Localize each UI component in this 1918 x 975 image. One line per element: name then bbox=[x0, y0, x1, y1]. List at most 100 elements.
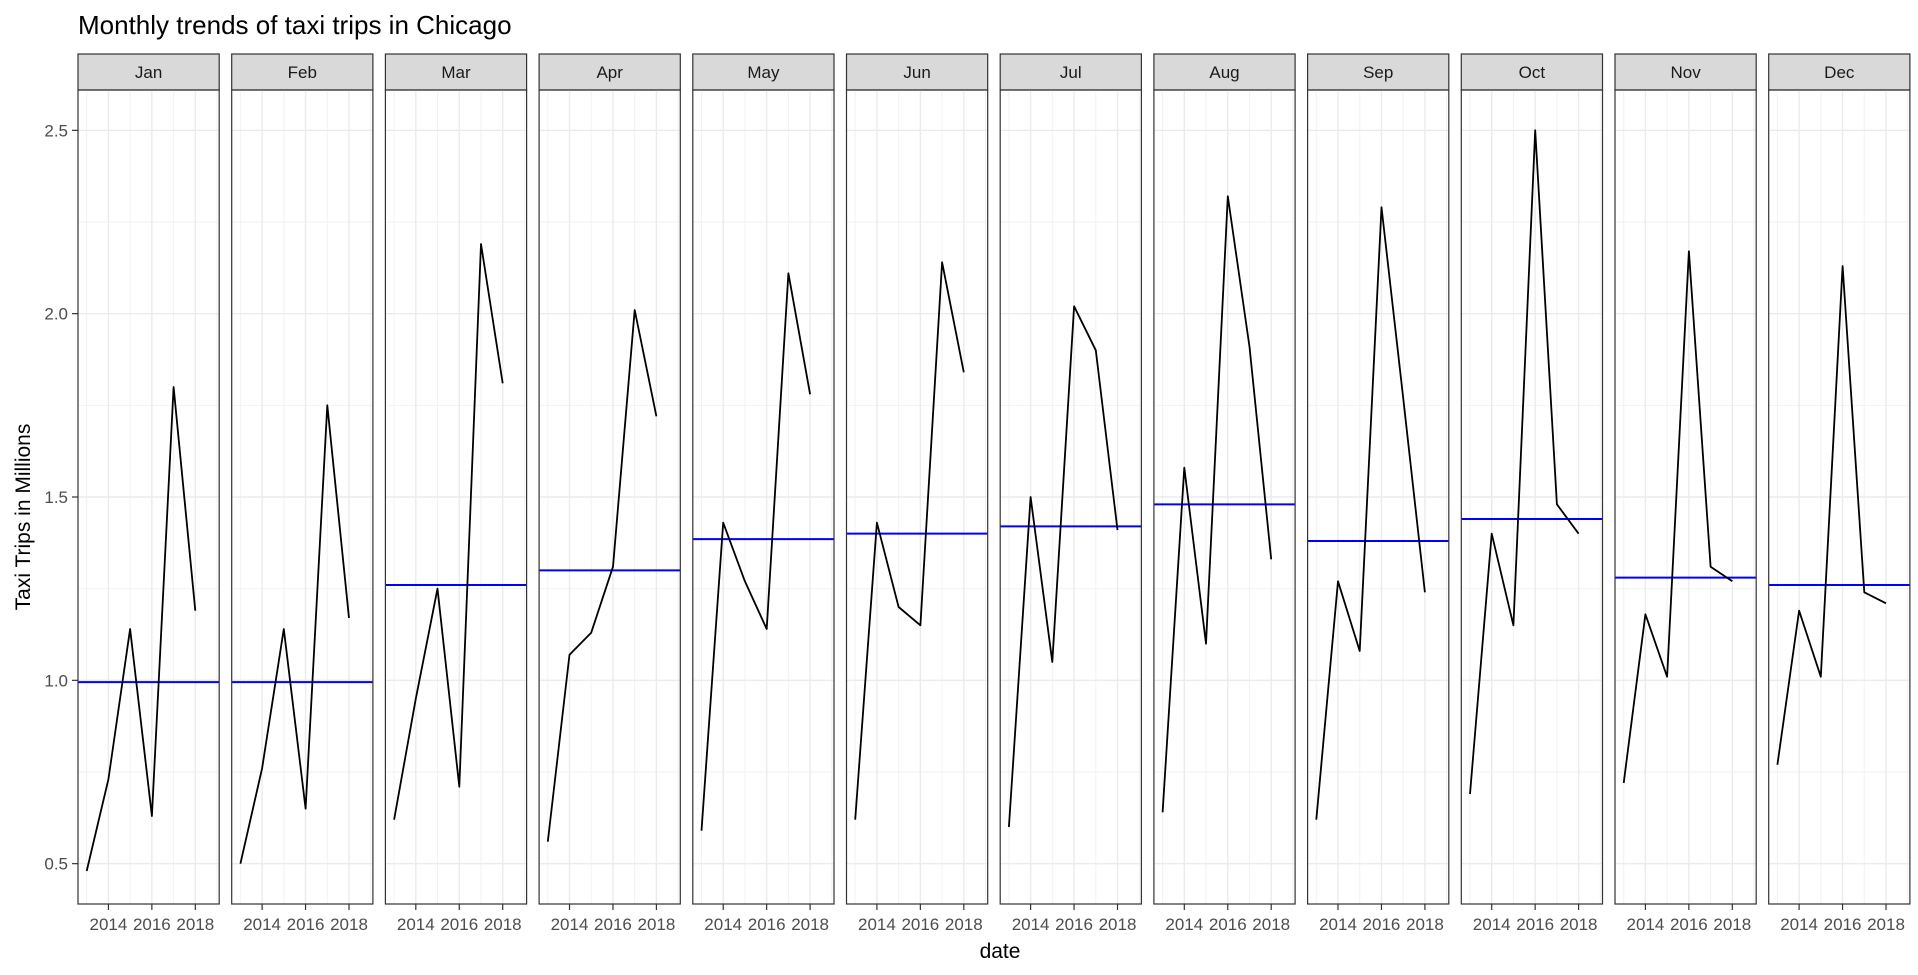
x-tick-label: 2018 bbox=[945, 915, 983, 934]
facet-strip-label: Nov bbox=[1670, 63, 1701, 82]
series-line bbox=[1776, 265, 1887, 765]
facet-strip-label: Sep bbox=[1363, 63, 1393, 82]
facet-panel-jan: Jan 2014 2016 2018 bbox=[77, 53, 220, 934]
x-tick-label: 2016 bbox=[440, 915, 478, 934]
series-line bbox=[1161, 195, 1273, 813]
chart-title: Monthly trends of taxi trips in Chicago bbox=[78, 10, 512, 40]
y-tick-label: 1.0 bbox=[44, 671, 68, 690]
x-tick-label: 2014 bbox=[858, 915, 896, 934]
x-tick-label: 2016 bbox=[1516, 915, 1554, 934]
facet-panel-dec: Dec 2014 2016 2018 bbox=[1768, 53, 1911, 934]
series-line bbox=[1622, 250, 1733, 784]
facet-strip-label: Jul bbox=[1060, 63, 1082, 82]
facet-strip-label: Dec bbox=[1824, 63, 1855, 82]
series-line bbox=[854, 261, 965, 820]
x-tick-label: 2018 bbox=[484, 915, 522, 934]
facet-strip-label: Jan bbox=[135, 63, 162, 82]
panel-border bbox=[538, 89, 681, 905]
x-tick-label: 2014 bbox=[1012, 915, 1050, 934]
x-tick-label: 2016 bbox=[1670, 915, 1708, 934]
panel-border bbox=[845, 89, 989, 905]
facet-strip-label: Jun bbox=[903, 63, 930, 82]
facet-strip bbox=[1460, 53, 1604, 91]
facet-panel-nov: Nov 2014 2016 2018 bbox=[1614, 53, 1757, 934]
series-line bbox=[393, 243, 504, 820]
x-tick-label: 2016 bbox=[748, 915, 786, 934]
facet-panels: Jan 2014 2016 2018 Feb 2014 2016 2018 Mar 2014 201… bbox=[77, 53, 1911, 934]
series-line bbox=[1008, 305, 1119, 828]
panel-border bbox=[999, 89, 1143, 905]
facet-strip bbox=[538, 53, 681, 91]
facet-strip bbox=[384, 53, 528, 91]
facet-strip-label: Oct bbox=[1519, 63, 1546, 82]
facet-strip bbox=[1614, 53, 1757, 91]
x-tick-label: 2016 bbox=[1055, 915, 1093, 934]
x-tick-label: 2018 bbox=[791, 915, 829, 934]
x-tick-label: 2014 bbox=[1165, 915, 1203, 934]
facet-strip bbox=[77, 53, 220, 91]
series-line bbox=[700, 272, 811, 831]
x-tick-label: 2014 bbox=[704, 915, 742, 934]
facet-panel-jul: Jul 2014 2016 2018 bbox=[999, 53, 1143, 934]
y-tick-label: 0.5 bbox=[44, 855, 68, 874]
y-tick-label: 1.5 bbox=[44, 488, 68, 507]
series-line bbox=[546, 309, 658, 842]
x-tick-label: 2016 bbox=[287, 915, 325, 934]
x-tick-label: 2016 bbox=[1824, 915, 1862, 934]
x-tick-label: 2018 bbox=[1867, 915, 1905, 934]
x-tick-label: 2016 bbox=[594, 915, 632, 934]
x-tick-label: 2018 bbox=[637, 915, 675, 934]
facet-panel-sep: Sep 2014 2016 2018 bbox=[1306, 53, 1450, 934]
facet-strip-label: May bbox=[747, 63, 780, 82]
facet-strip-label: Mar bbox=[441, 63, 471, 82]
x-tick-label: 2014 bbox=[1780, 915, 1818, 934]
x-tick-label: 2014 bbox=[1473, 915, 1511, 934]
panel-border bbox=[77, 89, 220, 905]
facet-panel-jun: Jun 2014 2016 2018 bbox=[845, 53, 989, 934]
panel-border bbox=[692, 89, 835, 905]
facet-panel-feb: Feb 2014 2016 2018 bbox=[231, 53, 374, 934]
x-tick-label: 2014 bbox=[243, 915, 281, 934]
panel-border bbox=[384, 89, 528, 905]
x-axis-title: date bbox=[980, 940, 1021, 963]
y-axis-title: Taxi Trips in Millions bbox=[12, 424, 35, 611]
panel-border bbox=[1460, 89, 1604, 905]
y-tick-label: 2.5 bbox=[44, 121, 68, 140]
x-tick-label: 2014 bbox=[89, 915, 127, 934]
x-tick-label: 2014 bbox=[397, 915, 435, 934]
x-tick-label: 2018 bbox=[176, 915, 214, 934]
facet-panel-apr: Apr 2014 2016 2018 bbox=[538, 53, 681, 934]
x-tick-label: 2018 bbox=[1713, 915, 1751, 934]
x-tick-label: 2018 bbox=[1252, 915, 1290, 934]
x-tick-label: 2018 bbox=[330, 915, 368, 934]
facet-panel-may: May 2014 2016 2018 bbox=[692, 53, 835, 934]
facet-strip bbox=[1153, 53, 1296, 91]
x-tick-label: 2014 bbox=[1319, 915, 1357, 934]
x-tick-label: 2018 bbox=[1560, 915, 1598, 934]
facet-strip-label: Aug bbox=[1209, 63, 1239, 82]
panel-border bbox=[1306, 89, 1450, 905]
x-tick-label: 2016 bbox=[1363, 915, 1401, 934]
facet-panel-oct: Oct 2014 2016 2018 bbox=[1460, 53, 1604, 934]
panel-border bbox=[1614, 89, 1757, 905]
facet-strip-label: Feb bbox=[288, 63, 317, 82]
facet-strip-label: Apr bbox=[596, 63, 623, 82]
series-line bbox=[85, 386, 197, 872]
panel-border bbox=[1768, 89, 1911, 905]
panel-border bbox=[231, 89, 374, 905]
x-tick-label: 2016 bbox=[1209, 915, 1247, 934]
panel-border bbox=[1153, 89, 1296, 905]
x-tick-label: 2016 bbox=[133, 915, 171, 934]
facet-panel-aug: Aug 2014 2016 2018 bbox=[1153, 53, 1296, 934]
facet-panel-mar: Mar 2014 2016 2018 bbox=[384, 53, 528, 934]
x-tick-label: 2014 bbox=[1626, 915, 1664, 934]
series-line bbox=[1469, 129, 1580, 795]
x-tick-label: 2016 bbox=[901, 915, 939, 934]
series-line bbox=[239, 404, 350, 864]
y-axis: 0.5 1.0 1.5 2.0 2.5 bbox=[44, 121, 78, 874]
facet-strip bbox=[231, 53, 374, 91]
y-tick-label: 2.0 bbox=[44, 305, 68, 324]
series-line bbox=[1315, 206, 1426, 820]
facet-strip bbox=[1768, 53, 1911, 91]
